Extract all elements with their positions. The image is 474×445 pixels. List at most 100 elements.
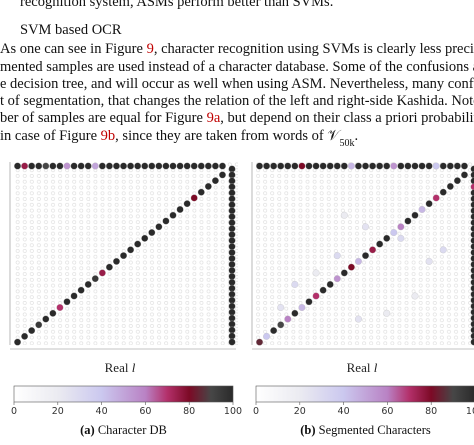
matrix-cell <box>228 189 236 197</box>
matrix-cell <box>326 162 334 170</box>
matrix-cell <box>219 162 226 170</box>
matrix-cell <box>277 321 285 329</box>
matrix-cell <box>470 243 474 250</box>
matrix-cell <box>362 162 369 170</box>
matrix-cell <box>305 298 313 306</box>
matrix-cell <box>141 234 149 242</box>
matrix-cell <box>333 252 341 260</box>
matrix-cell <box>155 162 163 170</box>
colorbar-tick-label: 100 <box>466 406 474 417</box>
colorbar-tick-label: 20 <box>52 406 64 417</box>
matrix-cell <box>162 217 170 225</box>
matrix-cell <box>228 219 236 227</box>
paragraph-line: t of segmentation, that changes the rela… <box>0 93 474 109</box>
matrix-cell <box>228 225 236 233</box>
matrix-cell <box>56 162 64 170</box>
matrix-cell <box>470 219 474 227</box>
matrix-cell <box>470 165 474 173</box>
matrix-cell <box>470 320 474 328</box>
matrix-cell <box>411 292 419 300</box>
matrix-cell <box>390 162 398 170</box>
matrix-cell <box>404 162 412 170</box>
colorbar-tick-label: 40 <box>96 406 108 417</box>
matrix-cell <box>113 257 120 265</box>
matrix-cell <box>211 162 219 170</box>
matrix-cell <box>148 162 156 170</box>
matrix-cell <box>411 211 419 219</box>
matrix-cell <box>105 263 113 271</box>
text-segment: (b) <box>300 423 315 437</box>
matrix-cell <box>77 286 85 294</box>
matrix-cell <box>155 223 163 231</box>
matrix-cell <box>63 162 71 170</box>
matrix-cell <box>105 162 113 170</box>
matrix-cell <box>326 281 334 288</box>
matrix-cell <box>277 162 285 170</box>
matrix-cell <box>340 269 348 277</box>
text-segment: t of segmentation, that changes the rela… <box>0 93 474 109</box>
matrix-cell <box>439 162 447 170</box>
matrix-cell <box>461 162 468 170</box>
matrix-cell <box>470 207 474 215</box>
matrix-cell <box>134 162 142 170</box>
matrix-cell <box>98 269 106 277</box>
text-segment: mented samples are used instead of a cha… <box>0 59 474 75</box>
colorbar-tick-label: 60 <box>381 406 393 417</box>
text-segment: 9a <box>207 110 221 126</box>
text-segment: Character DB <box>95 423 167 437</box>
matrix-cell <box>169 162 177 170</box>
figure-caption: (b) Segmented Characters <box>300 423 431 437</box>
text-segment: (a) <box>80 423 95 437</box>
matrix-cell <box>390 229 398 236</box>
matrix-cell <box>270 162 278 170</box>
matrix-cell <box>470 272 474 280</box>
section-heading: SVM based OCR <box>20 22 122 38</box>
matrix-cell <box>470 177 474 185</box>
matrix-cell <box>470 201 474 209</box>
text-segment: recognition system, ASMs perform better … <box>20 0 333 10</box>
matrix-cell <box>470 302 474 310</box>
matrix-cell <box>228 266 236 274</box>
matrix-cell <box>425 162 433 170</box>
matrix-cell <box>228 183 236 191</box>
matrix-cell <box>298 162 306 170</box>
matrix-cell <box>263 332 271 340</box>
matrix-cell <box>340 211 348 219</box>
matrix-cell <box>228 314 236 322</box>
matrix-cell <box>256 338 263 346</box>
matrix-cell <box>470 261 474 268</box>
matrix-cell <box>228 261 236 268</box>
paragraph-line: mented samples are used instead of a cha… <box>0 59 474 75</box>
matrix-cell <box>470 332 474 340</box>
matrix-cell <box>256 162 263 170</box>
matrix-cell <box>28 327 36 335</box>
matrix-cell <box>425 257 433 265</box>
matrix-cell <box>291 162 299 170</box>
matrix-cell <box>70 162 78 170</box>
matrix-cell <box>28 162 36 170</box>
text-segment: SVM based OCR <box>20 22 122 38</box>
matrix-cell <box>228 302 236 310</box>
matrix-cell <box>98 162 106 170</box>
matrix-cell <box>312 162 320 170</box>
matrix-cell <box>49 162 57 170</box>
matrix-cell <box>228 326 236 334</box>
matrix-cell <box>446 162 454 170</box>
matrix-cell <box>340 162 348 170</box>
matrix-cell <box>470 326 474 334</box>
matrix-cell <box>127 162 135 170</box>
paragraph-line: ber of samples are equal for Figure 9a, … <box>0 110 474 126</box>
text-segment: As one can see in Figure <box>0 41 147 57</box>
matrix-cell <box>228 249 236 256</box>
text-segment: ber of samples are equal for Figure <box>0 110 207 126</box>
matrix-cell <box>56 304 64 311</box>
matrix-cell <box>228 332 236 340</box>
matrix-cell <box>369 162 377 170</box>
text-segment: Real <box>105 360 132 375</box>
text-segment: e decision tree, and will occur as well … <box>0 76 474 92</box>
matrix-cell <box>291 309 299 317</box>
colorbar <box>255 385 474 403</box>
colorbar-tick-label: 0 <box>11 406 17 417</box>
matrix-cell <box>169 211 177 219</box>
